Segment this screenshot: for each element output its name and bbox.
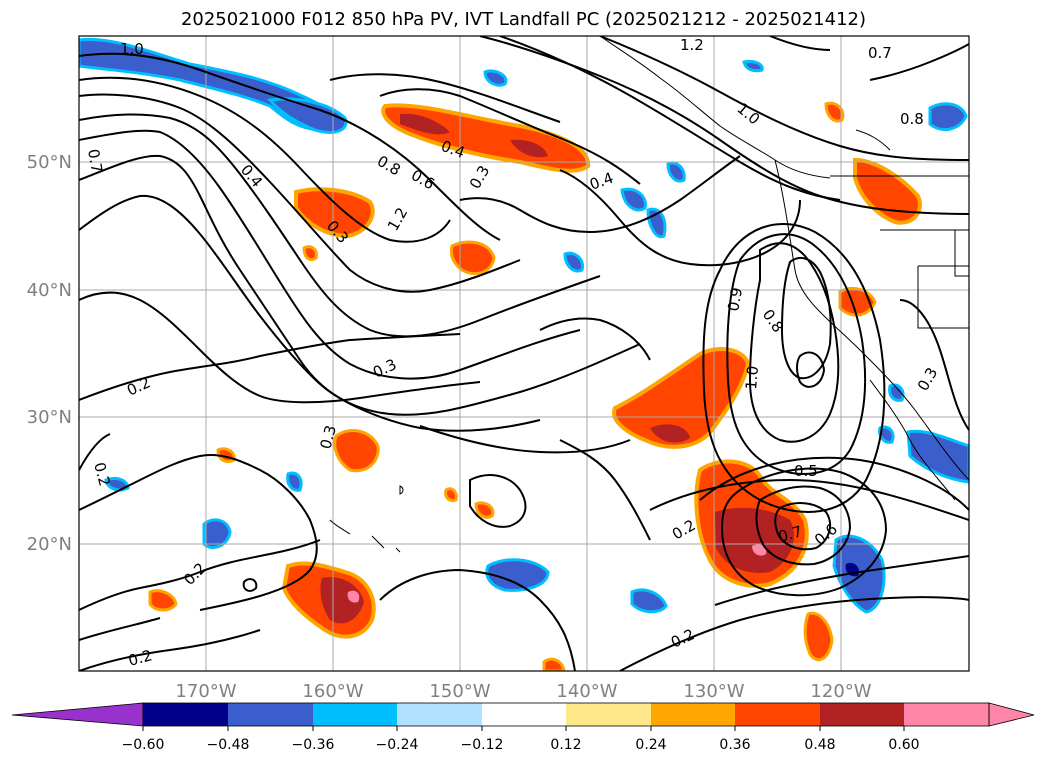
lon-tick-label: 140°W: [556, 681, 617, 702]
positive-pv-patch: [148, 589, 178, 612]
lon-tick-label: 120°W: [810, 681, 871, 702]
graticule: [79, 36, 969, 671]
contour-label: 0.7: [868, 44, 892, 62]
lat-tick-label: 30°N: [27, 407, 72, 428]
positive-pv-core: [400, 113, 548, 158]
negative-pv-patch-coast: [906, 429, 969, 484]
positive-pv-peak: [752, 544, 767, 556]
colorbar-segment: [397, 703, 482, 726]
negative-pv-patch: [888, 383, 905, 402]
positive-pv-peak: [347, 590, 360, 603]
positive-pv-patch: [302, 245, 318, 262]
negative-pv-patch: [928, 102, 968, 132]
latitude-ticks: 50°N 40°N 30°N 20°N: [27, 152, 72, 555]
negative-pv-patch: [563, 251, 585, 273]
lon-tick-label: 160°W: [302, 681, 363, 702]
negative-pv-patch: [666, 161, 686, 183]
colorbar-segment: [988, 702, 1035, 727]
positive-pv-core: [650, 424, 690, 443]
colorbar-segment: [228, 703, 313, 726]
coastlines: [329, 36, 969, 553]
negative-pv-patch: [630, 588, 668, 614]
lon-tick-label: 150°W: [429, 681, 490, 702]
lon-tick-label: 130°W: [683, 681, 744, 702]
contour-label: 1.2: [680, 36, 704, 54]
negative-pv-patch: [267, 97, 348, 134]
positive-pv-core: [320, 577, 364, 624]
colorbar-tick-label: −0.60: [122, 737, 165, 753]
colorbar-tick-label: −0.48: [207, 737, 250, 753]
contour-labels: 1.0 0.7 1.2 0.7 1.0 0.8 0.4 0.4 0.8 0.6 …: [84, 36, 941, 670]
ivt-contours: [79, 36, 969, 671]
lat-tick-label: 50°N: [27, 152, 72, 173]
colorbar-segment: [735, 703, 820, 726]
negative-pv-patch: [742, 60, 764, 73]
lat-tick-label: 20°N: [27, 534, 72, 555]
contour-label: 0.2: [90, 460, 114, 488]
negative-pv-patch: [104, 476, 130, 492]
colorbar-tick-label: −0.24: [376, 737, 419, 753]
contour-label: 0.7: [84, 148, 106, 175]
negative-pv-patch: [832, 534, 886, 614]
colorbar-segment: [143, 703, 228, 726]
positive-pv-patch: [449, 240, 496, 275]
longitude-ticks: 170°W 160°W 150°W 140°W 130°W 120°W: [175, 681, 871, 702]
positive-pv-patch: [474, 501, 495, 519]
contour-label: 1.0: [742, 365, 762, 390]
colorbar-tick-label: 0.24: [635, 737, 666, 753]
colorbar-tick-label: 0.36: [719, 737, 750, 753]
negative-pv-patch: [620, 187, 647, 212]
contour-label: 0.2: [126, 646, 154, 670]
contour-label: 0.8: [900, 110, 924, 128]
positive-pv-patch: [444, 487, 458, 502]
positive-pv-patch-subtropical: [612, 347, 751, 449]
colorbar-tick-label: 0.60: [888, 737, 919, 753]
positive-pv-patch: [803, 611, 834, 662]
colorbar-segment: [566, 703, 651, 726]
contour-label: 1.0: [120, 40, 144, 58]
colorbar-segment: [651, 703, 735, 726]
colorbar-tick-label: 0.48: [804, 737, 835, 753]
colorbar-tick-label: 0.12: [550, 737, 581, 753]
contour-label: 0.5: [794, 462, 818, 480]
contour-label: 0.7: [776, 522, 804, 546]
colorbar-segment: [313, 703, 397, 726]
lon-tick-label: 170°W: [175, 681, 236, 702]
colorbar-tick-label: −0.12: [461, 737, 504, 753]
negative-pv-patch: [483, 69, 508, 87]
contour-label: 0.9: [724, 286, 746, 313]
negative-pv-patch: [485, 558, 550, 592]
positive-pv-patch: [542, 657, 566, 671]
map-title: 2025021000 F012 850 hPa PV, IVT Landfall…: [180, 9, 867, 30]
positive-pv-patch: [294, 187, 375, 239]
colorbar: −0.60 −0.48 −0.36 −0.24 −0.12 0.12 0.24 …: [11, 702, 1035, 753]
negative-pv-patch: [286, 471, 303, 492]
colorbar-segment: [820, 703, 904, 726]
map-frame: [78, 35, 970, 672]
colorbar-segment: [482, 703, 566, 726]
colorbar-segment: [904, 703, 989, 726]
colorbar-segment: [11, 702, 144, 727]
colorbar-tick-label: −0.36: [292, 737, 335, 753]
negative-pv-patch: [202, 518, 232, 549]
contour-label: 0.3: [316, 423, 340, 451]
lat-tick-label: 40°N: [27, 280, 72, 301]
positive-pv-patch: [824, 101, 845, 123]
positive-pv-patch: [333, 429, 380, 473]
